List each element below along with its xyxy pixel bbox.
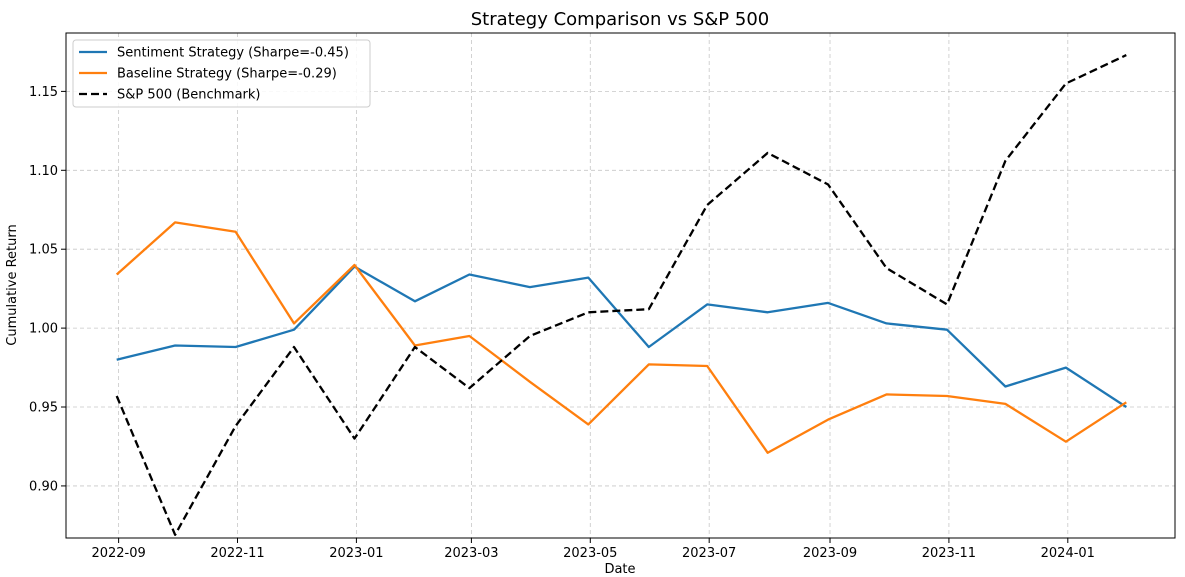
legend-label: Sentiment Strategy (Sharpe=-0.45) xyxy=(117,46,349,61)
x-tick-label: 2023-09 xyxy=(803,546,857,561)
x-tick-label: 2023-07 xyxy=(682,546,736,561)
legend-label: Baseline Strategy (Sharpe=-0.29) xyxy=(117,67,337,82)
x-tick-label: 2022-09 xyxy=(91,546,145,561)
y-tick-label: 1.05 xyxy=(29,243,58,258)
y-tick-label: 1.15 xyxy=(29,85,58,100)
x-tick-label: 2023-05 xyxy=(563,546,617,561)
y-tick-label: 0.95 xyxy=(29,401,58,416)
chart-title: Strategy Comparison vs S&P 500 xyxy=(471,9,770,30)
plot-frame xyxy=(65,32,1176,539)
x-axis-label: Date xyxy=(604,562,635,577)
y-tick-label: 0.90 xyxy=(29,479,58,494)
y-tick-label: 1.00 xyxy=(29,322,58,337)
x-tick-label: 2024-01 xyxy=(1041,546,1095,561)
legend-box xyxy=(72,39,371,108)
y-tick-label: 1.10 xyxy=(29,164,58,179)
x-tick-label: 2023-11 xyxy=(922,546,976,561)
series-layer xyxy=(115,54,1127,536)
y-axis-label: Cumulative Return xyxy=(5,224,20,345)
x-tick-label: 2022-11 xyxy=(210,546,264,561)
grid-layer xyxy=(66,33,1175,538)
x-tick-label: 2023-01 xyxy=(329,546,383,561)
x-tick-label: 2023-03 xyxy=(444,546,498,561)
legend-label: S&P 500 (Benchmark) xyxy=(117,88,261,103)
tick-layer: 2022-09 2022-11 2023-01 2023-03 2023-05 2023-… xyxy=(29,85,1095,561)
legend: Sentiment Strategy (Sharpe=-0.45) Baselin… xyxy=(72,39,371,108)
series-line-1 xyxy=(115,221,1127,454)
series-line-0 xyxy=(116,265,1127,408)
series-line-2 xyxy=(115,54,1127,536)
